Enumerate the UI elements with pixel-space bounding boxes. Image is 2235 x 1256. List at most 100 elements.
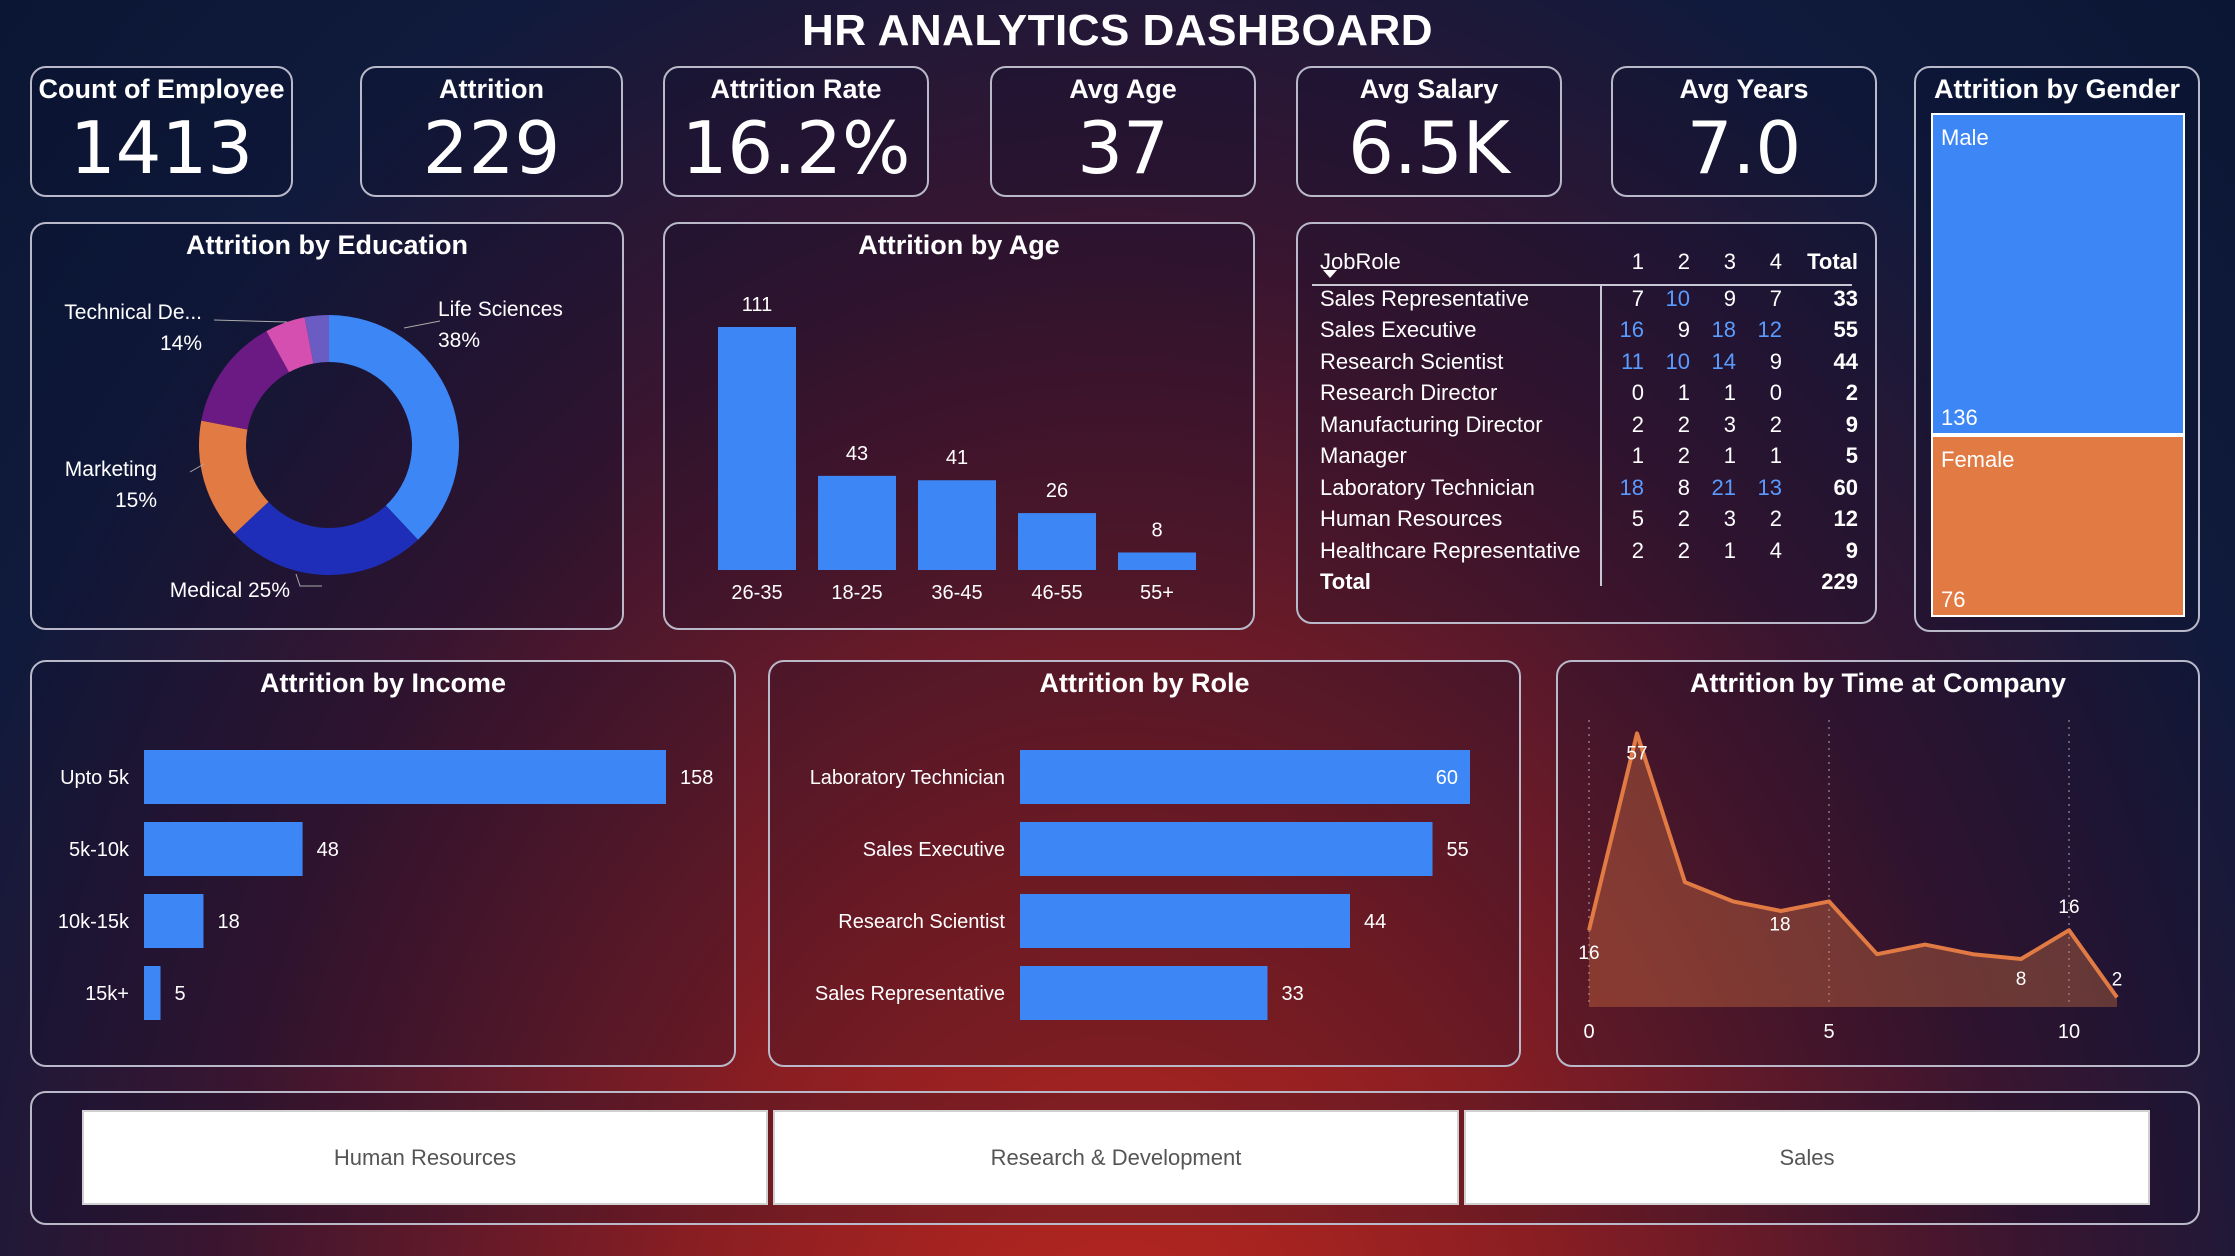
treemap-female-value: 76 [1941,587,1965,613]
role-axis-label: Laboratory Technician [810,767,1005,789]
matrix-cell-c3: 1 [1690,441,1736,473]
matrix-cell-c3: 18 [1690,315,1736,347]
matrix-cell-role: Manufacturing Director [1320,409,1606,441]
matrix-cell-role: Sales Representative [1320,283,1606,315]
matrix-cell-role: Human Resources [1320,504,1606,536]
slicer-research-development[interactable]: Research & Development [773,1110,1459,1205]
age-bar[interactable] [818,476,896,570]
matrix-header-col-3[interactable]: 3 [1690,241,1736,283]
matrix-cell-c4: 1 [1736,441,1782,473]
matrix-cell-c2: 10 [1644,283,1690,315]
donut-slice-medical[interactable] [234,502,418,575]
treemap-male-value: 136 [1941,405,1978,431]
income-bar-chart: Upto 5k 1585k-10k 4810k-15k 1815k+ 5 [32,662,734,1065]
matrix-cell-c3: 3 [1690,409,1736,441]
label-marketing: Marketing [65,458,157,481]
matrix-cell-role: Manager [1320,441,1606,473]
education-donut-chart: Life Sciences 38% Technical De... 14% Ma… [32,224,622,628]
kpi-label: Attrition [362,74,621,105]
matrix-cell-role: Research Director [1320,378,1606,410]
role-bar[interactable] [1020,894,1350,948]
role-bar[interactable] [1020,822,1433,876]
kpi-avg-years: Avg Years 7.0 [1611,66,1877,197]
matrix-row: Research Scientist 11 10 14 9 44 [1320,346,1858,378]
kpi-attrition: Attrition 229 [360,66,623,197]
matrix-cell-c1: 5 [1606,504,1644,536]
role-bar[interactable] [1020,750,1470,804]
matrix-header-col-2[interactable]: 2 [1644,241,1690,283]
matrix-total-value: 229 [1782,567,1858,599]
treemap-female[interactable]: Female 76 [1931,435,2185,617]
matrix-cell-c1: 2 [1606,409,1644,441]
matrix-cell-c2: 2 [1644,441,1690,473]
matrix-row: Sales Executive 16 9 18 12 55 [1320,315,1858,347]
matrix-row: Research Director 0 1 1 0 2 [1320,378,1858,410]
income-bar-value: 158 [680,767,713,789]
matrix-header-col-1[interactable]: 1 [1606,241,1644,283]
matrix-cell-c2: 2 [1644,504,1690,536]
matrix-cell-total: 9 [1782,409,1858,441]
kpi-value: 1413 [32,112,291,184]
role-axis-label: Research Scientist [838,911,1005,933]
matrix-cell-c3: 9 [1690,283,1736,315]
income-bar[interactable] [144,822,303,876]
matrix-header-row: JobRole 1 2 3 4 Total [1320,241,1858,283]
matrix-cell-c1: 1 [1606,441,1644,473]
matrix-cell-role: Research Scientist [1320,346,1606,378]
treemap-male[interactable]: Male 136 [1931,113,2185,435]
role-bar-value: 33 [1282,983,1304,1005]
label-medical: Medical 25% [170,579,290,602]
education-card: Attrition by Education Life Sciences 38%… [30,222,624,630]
label-technical-pct: 14% [160,332,202,355]
slicer-human-resources[interactable]: Human Resources [82,1110,768,1205]
matrix-cell-total: 44 [1782,346,1858,378]
kpi-value: 7.0 [1613,112,1875,184]
matrix-cell-total: 60 [1782,472,1858,504]
time-point-label: 16 [1578,943,1599,964]
kpi-label: Avg Age [992,74,1254,105]
age-bar[interactable] [1118,552,1196,570]
kpi-label: Avg Salary [1298,74,1560,105]
matrix-header-col-4[interactable]: 4 [1736,241,1782,283]
kpi-value: 6.5K [1298,112,1560,184]
jobrole-matrix-card: JobRole 1 2 3 4 Total Sales Representati… [1296,222,1877,624]
income-axis-label: 5k-10k [69,839,130,861]
role-bar[interactable] [1020,966,1268,1020]
slicer-sales[interactable]: Sales [1464,1110,2150,1205]
matrix-cell-total: 2 [1782,378,1858,410]
income-bar[interactable] [144,750,666,804]
time-point-label: 57 [1626,743,1647,764]
age-bar[interactable] [918,480,996,570]
age-axis-label: 55+ [1140,582,1174,604]
treemap-male-label: Male [1941,125,1989,151]
page-title: HR ANALYTICS DASHBOARD [0,6,2235,56]
matrix-cell-c2: 2 [1644,409,1690,441]
age-bar[interactable] [718,327,796,570]
role-bar-value: 55 [1447,839,1469,861]
matrix-cell-c4: 12 [1736,315,1782,347]
time-point-label: 16 [2058,897,2079,918]
kpi-value: 16.2% [665,112,927,184]
time-area-fill [1589,733,2117,1007]
age-bar-value: 41 [946,447,968,469]
time-point-label: 18 [1769,914,1790,935]
kpi-label: Count of Employee [32,74,291,105]
matrix-cell-c3: 1 [1690,535,1736,567]
matrix-row: Healthcare Representative 2 2 1 4 9 [1320,535,1858,567]
time-axis-label: 5 [1823,1021,1834,1043]
income-bar[interactable] [144,966,161,1020]
matrix-cell-c3: 1 [1690,378,1736,410]
time-point-label: 8 [2016,969,2027,990]
income-axis-label: 10k-15k [58,911,130,933]
age-bar[interactable] [1018,513,1096,570]
matrix-header-jobrole[interactable]: JobRole [1320,241,1606,283]
matrix-cell-c3: 21 [1690,472,1736,504]
age-axis-label: 18-25 [831,582,882,604]
income-bar-value: 48 [317,839,339,861]
income-bar[interactable] [144,894,203,948]
age-bar-value: 43 [846,443,868,465]
matrix-cell-total: 12 [1782,504,1858,536]
matrix-row: Sales Representative 7 10 9 7 33 [1320,283,1858,315]
matrix-header-total[interactable]: Total [1782,241,1858,283]
matrix-cell-c1: 18 [1606,472,1644,504]
